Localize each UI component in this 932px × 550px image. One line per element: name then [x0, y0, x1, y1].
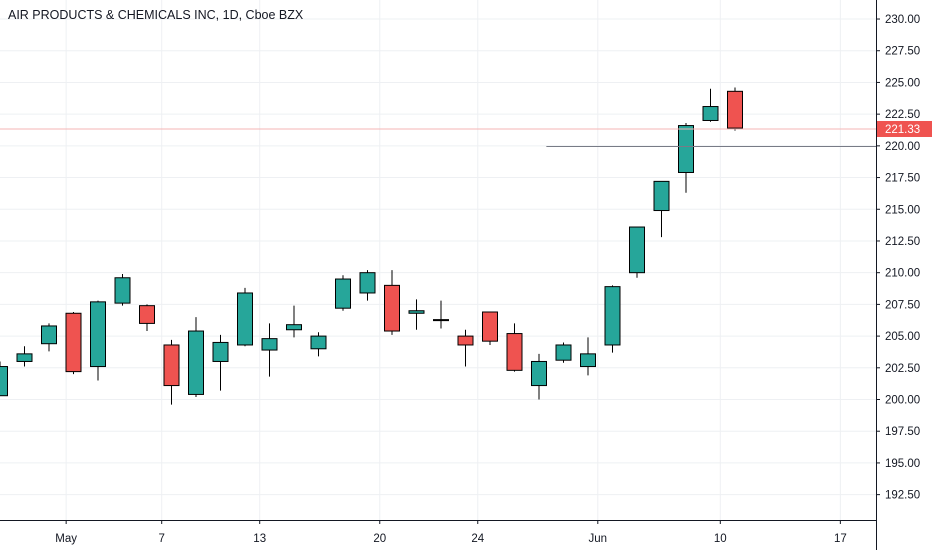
candle-body — [433, 319, 449, 322]
candle-body — [555, 344, 572, 361]
candle-body — [482, 311, 498, 342]
y-tick-label: 230.00 — [885, 14, 920, 26]
candle-body — [41, 325, 57, 345]
candle — [310, 332, 327, 357]
candle-body — [604, 286, 621, 346]
candle-body — [531, 360, 547, 387]
candle — [702, 88, 719, 122]
candle — [727, 87, 743, 131]
x-tick-label: 7 — [158, 533, 164, 545]
candle-body — [457, 335, 474, 346]
candle — [163, 339, 180, 405]
y-tick-label: 212.50 — [885, 236, 920, 248]
candle — [0, 361, 8, 397]
x-tick-label: 24 — [471, 533, 484, 545]
candle — [384, 270, 400, 335]
candle-body — [702, 106, 719, 121]
candle — [433, 300, 449, 329]
candle — [457, 329, 474, 367]
candle — [653, 180, 670, 238]
y-tick-label: 205.00 — [885, 331, 920, 343]
x-tick-label: 13 — [253, 533, 266, 545]
candle-body — [212, 341, 229, 362]
candle-body — [653, 180, 670, 212]
candle — [261, 323, 278, 377]
candle — [604, 285, 621, 353]
y-tick-label: 225.00 — [885, 77, 920, 89]
candle — [139, 304, 155, 332]
candle-body — [310, 335, 327, 350]
candle-body — [90, 301, 106, 368]
candle — [629, 226, 645, 278]
candle — [555, 342, 572, 363]
candle-body — [286, 324, 302, 331]
candle — [531, 353, 547, 400]
y-tick-label: 202.50 — [885, 363, 920, 375]
candle — [16, 346, 33, 367]
x-tick-label: 10 — [714, 533, 727, 545]
candle-body — [65, 312, 82, 373]
y-tick-label: 215.00 — [885, 204, 920, 216]
y-tick-label: 210.00 — [885, 268, 920, 280]
candle-body — [335, 278, 351, 309]
candle-body — [261, 338, 278, 351]
candle-body — [139, 305, 155, 324]
y-tick-label: 207.50 — [885, 299, 920, 311]
candle-body — [506, 333, 523, 371]
y-tick-label: 220.00 — [885, 141, 920, 153]
grid — [0, 0, 876, 520]
candle-body — [678, 125, 694, 173]
candle — [335, 275, 351, 311]
last-price-tag — [877, 120, 932, 137]
candle-body — [114, 277, 131, 304]
candles — [0, 87, 743, 405]
chart-title: AIR PRODUCTS & CHEMICALS INC, 1D, Cboe B… — [8, 8, 304, 22]
y-tick-label: 222.50 — [885, 109, 920, 121]
candle-body — [16, 353, 33, 362]
candle — [41, 323, 57, 352]
candle-body — [0, 366, 8, 397]
candle — [286, 305, 302, 338]
candle — [678, 123, 694, 193]
y-tick-label: 200.00 — [885, 395, 920, 407]
candle — [237, 287, 253, 347]
candle — [580, 337, 596, 376]
y-tick-label: 197.50 — [885, 426, 920, 438]
candle — [90, 300, 106, 381]
y-tick-label: 227.50 — [885, 46, 920, 58]
candle-body — [188, 330, 204, 395]
candle — [482, 311, 498, 345]
candle-body — [727, 90, 743, 129]
candle-body — [580, 353, 596, 368]
candle-body — [237, 292, 253, 346]
y-tick-label: 217.50 — [885, 173, 920, 185]
overlays: 221.33 — [0, 120, 932, 147]
y-tick-label: 192.50 — [885, 490, 920, 502]
candle — [212, 334, 229, 391]
candle-body — [629, 226, 645, 274]
candle-body — [408, 310, 425, 314]
candle — [188, 317, 204, 397]
x-tick-label: May — [55, 533, 77, 545]
candle — [506, 323, 523, 372]
y-tick-label: 195.00 — [885, 458, 920, 470]
candle — [359, 270, 376, 301]
last-price-label: 221.33 — [885, 124, 920, 136]
x-tick-label: 17 — [834, 533, 847, 545]
x-tick-label: 20 — [373, 533, 386, 545]
x-tick-label: Jun — [589, 533, 608, 545]
candle — [114, 273, 131, 306]
candle-body — [163, 344, 180, 387]
candle — [65, 312, 82, 375]
candle-body — [384, 284, 400, 332]
candle-body — [359, 272, 376, 294]
candle — [408, 299, 425, 330]
